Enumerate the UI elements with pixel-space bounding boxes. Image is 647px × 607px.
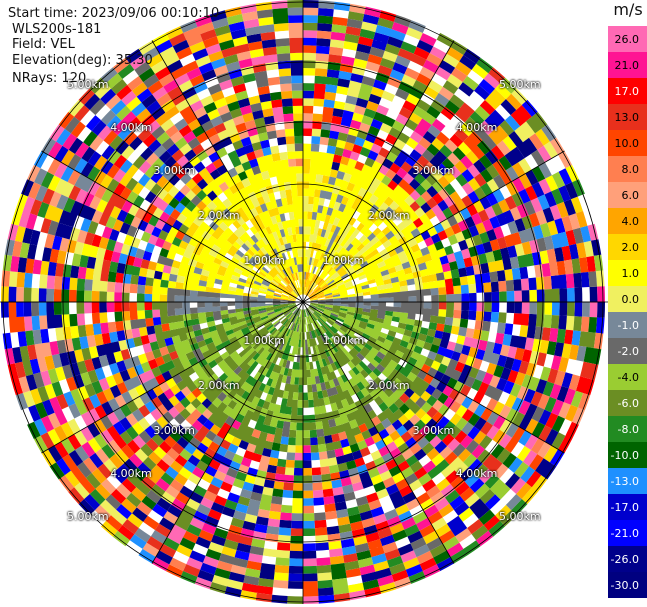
range-ring-grid <box>0 0 608 604</box>
colorbar-segment <box>608 52 647 79</box>
field-label: Field: VEL <box>12 37 75 52</box>
velocity-bin-group <box>12 10 582 604</box>
range-ring-label: 4.00km <box>110 121 152 135</box>
range-ring-label: 1.00km <box>243 254 285 268</box>
colorbar-tick-label: -10.0 <box>611 449 639 462</box>
colorbar-tick-label: -4.0 <box>618 371 639 384</box>
colorbar-segment <box>608 572 647 598</box>
colorbar-tick-label: -6.0 <box>618 397 639 410</box>
colorbar-tick-label: 1.0 <box>622 267 640 280</box>
velocity-bin-group <box>0 8 590 582</box>
colorbar-segment <box>608 520 647 547</box>
colorbar-tick-label: 2.0 <box>622 241 640 254</box>
range-ring-label: 3.00km <box>153 423 195 437</box>
azimuth-spoke <box>302 40 455 303</box>
azimuth-spoke <box>302 301 455 564</box>
colorbar-tick-label: 10.0 <box>615 137 640 150</box>
azimuth-spoke <box>41 301 304 454</box>
colorbar-segment <box>608 494 647 521</box>
colorbar-tick-label: 21.0 <box>615 59 640 72</box>
range-ring-label: 1.00km <box>322 254 365 268</box>
azimuth-spoke <box>41 150 304 303</box>
range-ring-label: 3.00km <box>412 423 455 437</box>
colorbar-segment <box>608 390 647 417</box>
colorbar-segment <box>608 130 647 157</box>
colorbar-segment <box>608 468 647 495</box>
colorbar-tick-label: -8.0 <box>618 423 639 436</box>
colorbar-tick-label: 4.0 <box>622 215 640 228</box>
range-ring-label: 5.00km <box>67 510 109 523</box>
velocity-colorbar: 26.0 21.0 17.0 13.0 10.0 8.0 6.0 4.0 2.0 1.0 0.0 -1… <box>608 26 647 598</box>
colorbar-segment <box>608 182 647 209</box>
colorbar-tick-label: -13.0 <box>611 475 639 488</box>
colorbar-segment <box>608 312 647 339</box>
range-ring-label: 5.00km <box>499 78 541 91</box>
colorbar-tick-label: 26.0 <box>615 33 640 46</box>
colorbar-tick-label: 8.0 <box>622 163 640 176</box>
colorbar-segment <box>608 208 647 235</box>
azimuth-spoke <box>151 301 304 564</box>
range-ring-label: 3.00km <box>153 164 195 178</box>
range-ring-label: 2.00km <box>367 209 410 223</box>
colorbar-segment <box>608 338 647 365</box>
colorbar-segment <box>608 104 647 131</box>
ppi-radar-plot[interactable] <box>0 0 608 607</box>
azimuth-spoke <box>151 40 304 303</box>
colorbar-unit: m/s <box>613 0 643 19</box>
range-ring-label: 4.00km <box>110 466 152 480</box>
range-ring-label: 1.00km <box>322 333 365 347</box>
colorbar-segment <box>608 546 647 573</box>
colorbar-tick-label: -21.0 <box>611 527 639 540</box>
start-time-label: Start time: 2023/09/06 00:10:10 <box>8 6 220 21</box>
colorbar-tick-label: -1.0 <box>618 319 639 332</box>
range-ring-label: 4.00km <box>455 466 498 480</box>
range-ring-label: 3.00km <box>412 164 455 178</box>
range-ring-label: 2.00km <box>367 378 410 392</box>
colorbar-tick-label: 6.0 <box>622 189 640 202</box>
range-ring-label: 2.00km <box>198 209 240 223</box>
colorbar-segment <box>608 156 647 183</box>
colorbar-tick-label: -17.0 <box>611 501 639 514</box>
colorbar-tick-label: 17.0 <box>615 85 640 98</box>
colorbar-segment <box>608 286 647 313</box>
colorbar-segment <box>608 416 647 443</box>
range-ring-label: 2.00km <box>198 378 240 392</box>
colorbar-segment <box>608 234 647 261</box>
instrument-label: WLS200s-181 <box>12 22 102 37</box>
azimuth-spoke <box>302 301 565 454</box>
azimuth-spoke <box>302 150 565 303</box>
colorbar-tick-label: -2.0 <box>618 345 639 358</box>
colorbar-tick-label: 0.0 <box>622 293 640 306</box>
velocity-bin-group <box>27 8 602 590</box>
nrays-label: NRays: 120 <box>12 71 87 86</box>
colorbar-tick-label: -30.0 <box>611 579 639 592</box>
colorbar-tick-label: -26.0 <box>611 553 639 566</box>
colorbar-segment <box>608 260 647 287</box>
colorbar-tick-label: 13.0 <box>615 111 640 124</box>
elevation-label: Elevation(deg): 35.30 <box>12 53 153 68</box>
colorbar-segment <box>608 78 647 105</box>
range-ring-label: 5.00km <box>67 78 109 91</box>
colorbar-segment <box>608 364 647 391</box>
range-ring-label: 5.00km <box>499 510 541 523</box>
colorbar-segment <box>608 442 647 469</box>
range-ring-label: 4.00km <box>455 121 498 135</box>
colorbar-segment <box>608 26 647 53</box>
range-ring-label: 1.00km <box>243 333 285 347</box>
